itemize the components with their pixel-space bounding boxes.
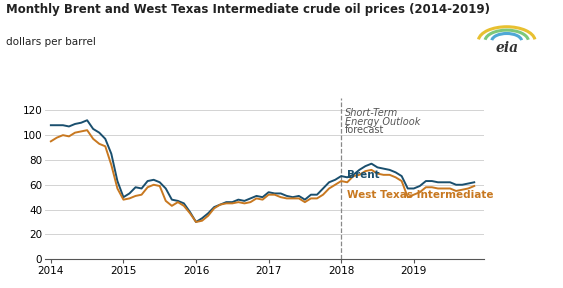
Text: Monthly Brent and West Texas Intermediate crude oil prices (2014-2019): Monthly Brent and West Texas Intermediat… <box>6 3 490 16</box>
Text: dollars per barrel: dollars per barrel <box>6 37 96 48</box>
Text: Brent: Brent <box>347 170 379 180</box>
Text: Energy Outlook: Energy Outlook <box>345 117 420 126</box>
Text: Short-Term: Short-Term <box>345 108 398 118</box>
Text: eia: eia <box>495 41 519 55</box>
Text: West Texas Intermediate: West Texas Intermediate <box>347 190 494 200</box>
Text: forecast: forecast <box>345 125 384 135</box>
